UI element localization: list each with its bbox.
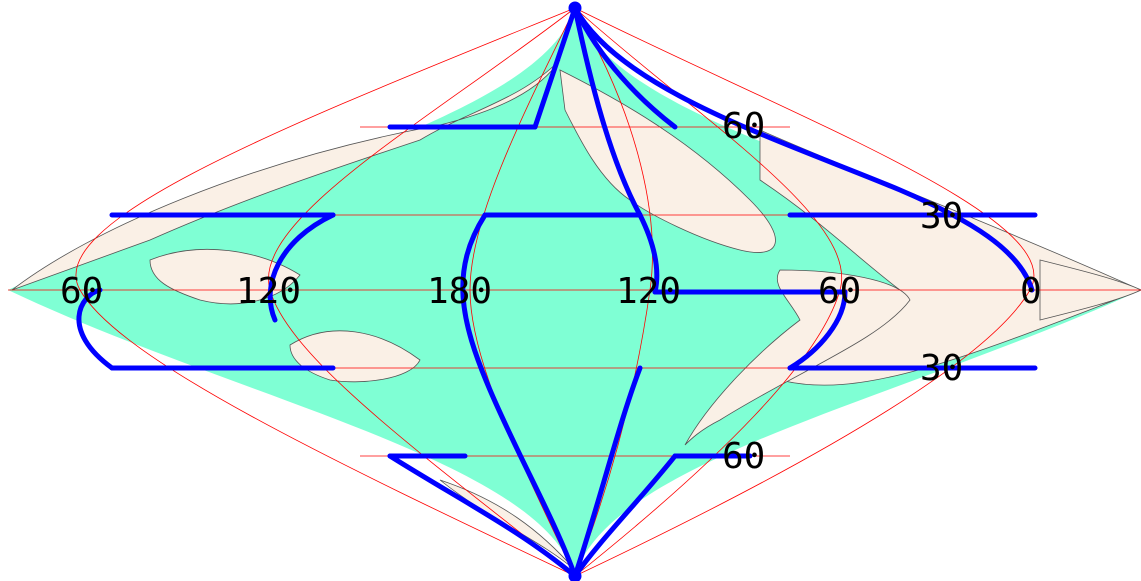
label-lat-30-north: 30 [920, 196, 963, 237]
land-south-america [684, 269, 911, 446]
label-lon-120-east: 120 [616, 271, 681, 312]
label-lon-180: 180 [427, 271, 492, 312]
overlay-curve-north-1 [532, 5, 578, 130]
label-lat-30-south: 30 [920, 348, 963, 389]
land-north-america [559, 69, 776, 253]
overlay-curve-west-loop [267, 212, 336, 323]
overlay-pole-south [568, 569, 582, 581]
overlay-lines [76, 1, 1038, 581]
overlay-curve-east-center [637, 212, 660, 295]
overlay-curve-center [460, 212, 578, 579]
label-lon-60-west: 60 [60, 271, 103, 312]
overlay-curve-east-loop [787, 289, 848, 371]
label-lat-60-north: 60 [722, 106, 765, 147]
land-europe-africa [759, 129, 1141, 386]
label-lon-60-east: 60 [818, 271, 861, 312]
overlay-curve-north-4 [572, 5, 1035, 293]
graticule-meridian-1 [75, 7, 576, 577]
label-lon-0: 0 [1020, 271, 1042, 312]
overlay-curve-north-2 [572, 5, 643, 218]
overlay-curve-south-center [572, 365, 643, 579]
overlay-curve-south-west [387, 453, 578, 579]
ocean-body [8, 8, 1141, 576]
overlay-curve-far-west [76, 287, 115, 371]
label-lon-120-west: 120 [236, 271, 301, 312]
label-lat-60-south: 60 [722, 436, 765, 477]
graticule-meridian-4 [574, 7, 653, 577]
labels: 60 120 180 120 60 0 60 30 30 60 [60, 106, 1042, 477]
overlay-curve-south-east [572, 453, 678, 579]
land-asia-north [11, 59, 561, 291]
overlay-pole-north [568, 1, 582, 15]
